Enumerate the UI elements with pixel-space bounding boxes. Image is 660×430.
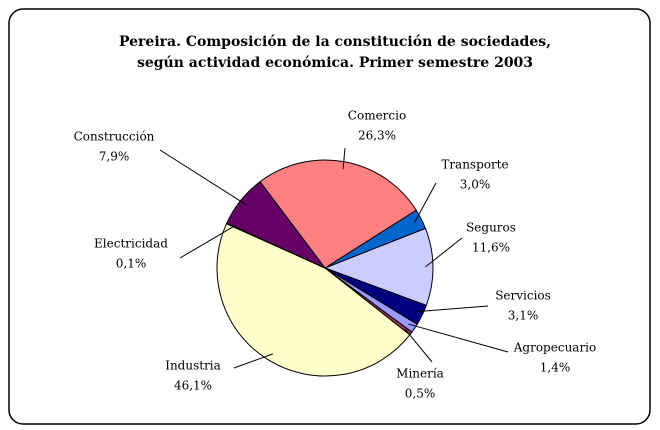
slice-value-label: 3,1% — [508, 309, 539, 323]
slice-label: Electricidad — [94, 237, 168, 251]
slice-value-label: 0,5% — [405, 387, 436, 401]
leader-line — [414, 182, 437, 223]
pie-slice — [323, 227, 434, 307]
chart-title: Pereira. Composición de la constitución … — [119, 34, 551, 50]
slice-value-label: 26,3% — [358, 129, 396, 143]
pie-slice — [216, 223, 411, 377]
pie-slice — [226, 181, 326, 269]
pie-slice — [259, 159, 417, 269]
slice-label: Construcción — [74, 130, 155, 144]
slice-label: Comercio — [348, 109, 406, 123]
leader-line — [415, 305, 489, 313]
leader-line — [233, 353, 274, 369]
slice-value-label: 0,1% — [116, 257, 147, 271]
leader-line — [408, 323, 509, 353]
slice-label: Minería — [396, 367, 444, 381]
chart-title: según actividad económica. Primer semest… — [137, 55, 533, 71]
slice-value-label: 11,6% — [472, 241, 510, 255]
slice-value-label: 1,4% — [540, 361, 571, 375]
leader-line — [342, 147, 346, 170]
slice-value-label: 3,0% — [460, 178, 491, 192]
slice-value-label: 46,1% — [174, 379, 212, 393]
slice-label: Agropecuario — [513, 341, 597, 355]
slice-label: Industria — [165, 359, 221, 373]
slice-value-label: 7,9% — [99, 150, 130, 164]
slice-label: Transporte — [441, 158, 508, 172]
leader-line — [425, 237, 463, 268]
slice-label: Seguros — [466, 221, 516, 235]
slice-label: Servicios — [495, 289, 551, 303]
leader-line — [159, 149, 247, 206]
leader-line — [179, 226, 234, 259]
